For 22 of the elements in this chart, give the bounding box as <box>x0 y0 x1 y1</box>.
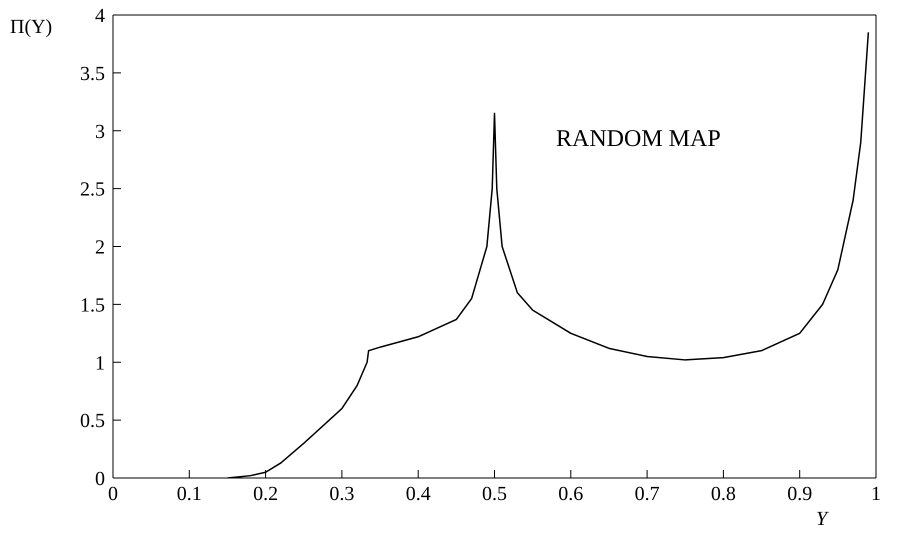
x-tick-label: 0.3 <box>329 483 354 506</box>
x-tick-label: 0.1 <box>176 483 202 506</box>
y-tick-label: 1 <box>95 352 105 374</box>
x-tick-label: 0.9 <box>787 483 812 506</box>
y-tick-label: 1.5 <box>80 294 105 316</box>
x-tick-label: 0.6 <box>558 483 584 506</box>
x-tick-label: 0.7 <box>634 483 660 506</box>
y-axis-title: Π(Y) <box>10 16 52 39</box>
y-tick-label: 3.5 <box>80 62 105 85</box>
x-tick-label: 0.5 <box>482 483 507 506</box>
x-tick-label: 0.2 <box>253 483 278 506</box>
y-tick-label: 3 <box>95 120 105 143</box>
x-tick-label: 0.8 <box>710 483 736 506</box>
x-axis-title: Y <box>816 508 828 531</box>
x-tick-label: 1 <box>871 483 881 506</box>
y-tick-label: 4 <box>95 5 105 28</box>
y-tick-label: 0 <box>95 468 105 490</box>
y-tick-label: 2 <box>95 236 105 259</box>
y-tick-label: 2.5 <box>80 178 105 201</box>
annotation: RANDOM MAP <box>556 126 721 153</box>
x-tick-label: 0.4 <box>406 483 431 506</box>
y-tick-label: 0.5 <box>80 410 105 432</box>
